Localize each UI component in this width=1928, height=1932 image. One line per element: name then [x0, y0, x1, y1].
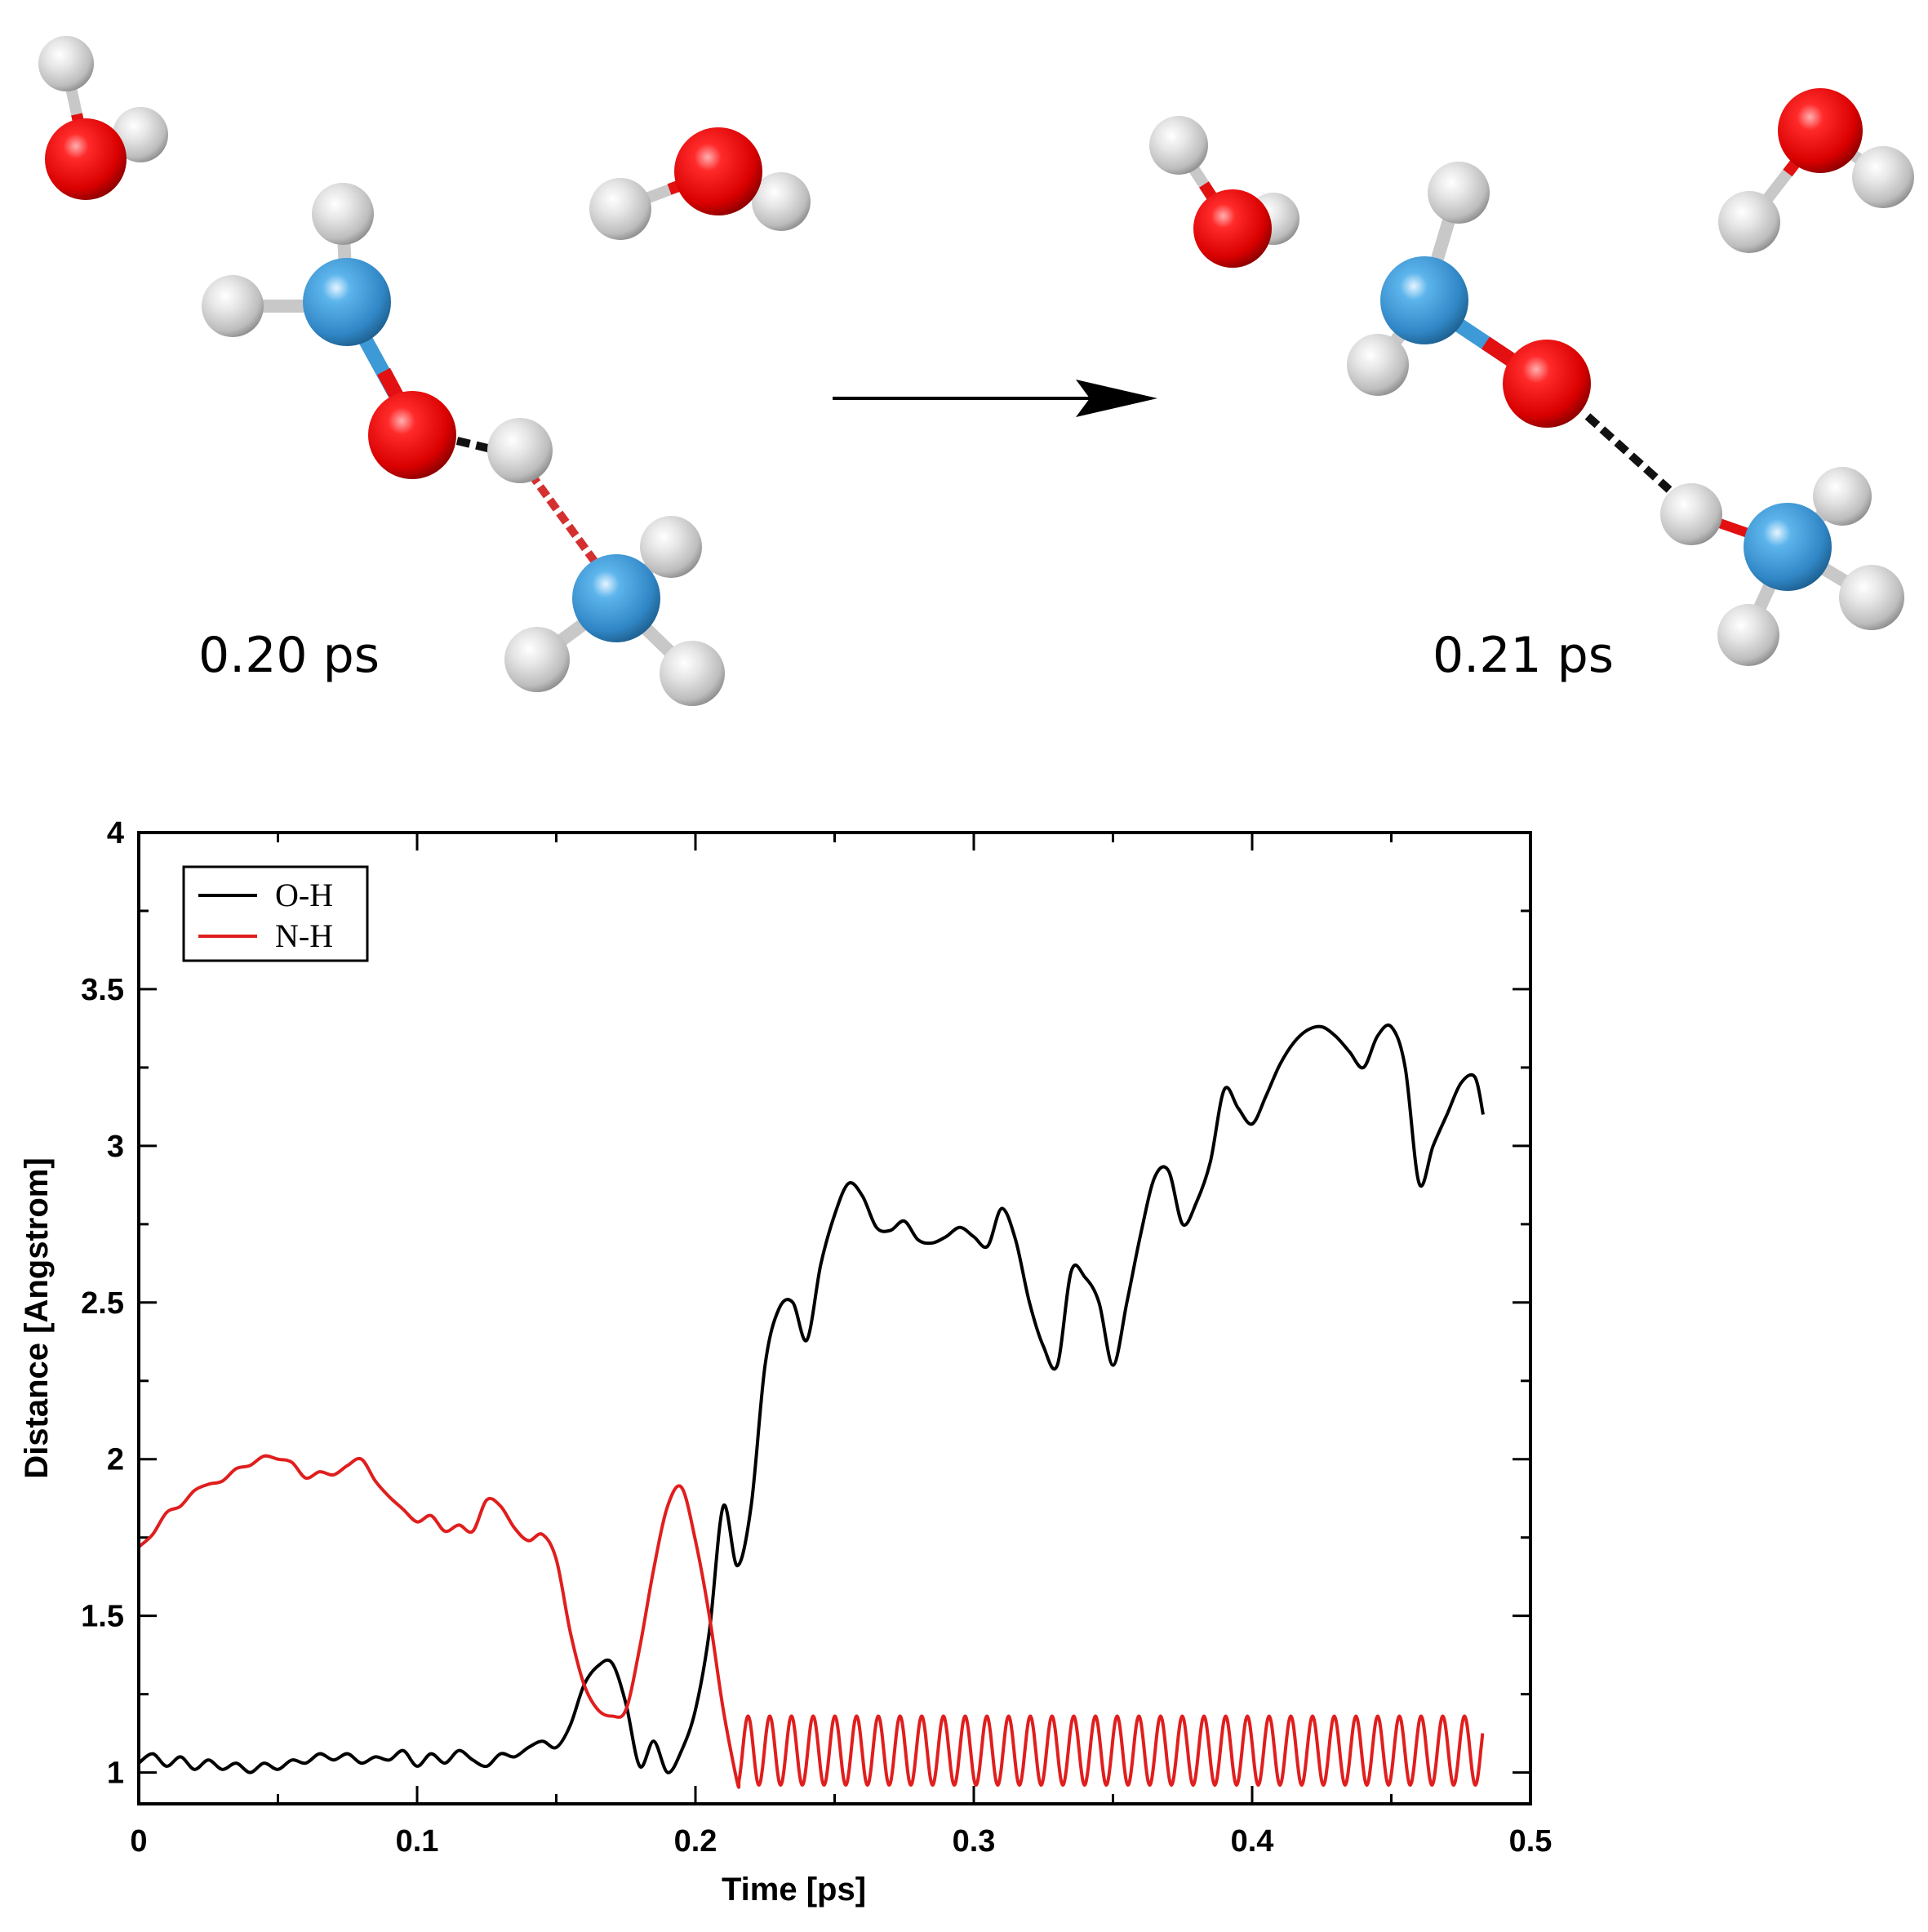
oxygen-atom: [368, 391, 456, 479]
hydrogen-atom: [752, 172, 811, 231]
nitrogen-atom: [1744, 503, 1832, 591]
x-tick-label: 0.3: [953, 1824, 996, 1859]
x-tick-label: 0.1: [396, 1824, 439, 1859]
series-line-o-h: [137, 1023, 1485, 1774]
transferring-hydrogen-atom: [487, 418, 553, 483]
hydrogen-atom: [1718, 191, 1780, 253]
hydrogen-atom: [660, 641, 725, 706]
snapshot-time-right: 0.21 ps: [1433, 627, 1615, 684]
hydrogen-atom: [1852, 146, 1914, 208]
y-axis-title: Distance [Angstrom]: [19, 1157, 55, 1478]
hydrogen-atom: [1839, 565, 1904, 630]
ammonia-molecule-left: [504, 516, 725, 706]
oxygen-atom: [1193, 189, 1272, 268]
nitrogen-atom: [303, 258, 391, 346]
water-molecule-right-1: [1149, 116, 1299, 268]
hydrogen-atom: [1717, 604, 1779, 666]
nitrogen-atom: [572, 554, 660, 642]
hydrogen-atom: [38, 36, 94, 91]
ammonium-molecule-right: [1660, 467, 1904, 666]
hydrogen-atom: [312, 183, 374, 245]
y-tick-label: 4: [107, 816, 124, 851]
hydrogen-bond-nh: [526, 471, 600, 566]
hydrogen-atom: [1149, 116, 1208, 175]
oxygen-atom: [45, 118, 127, 200]
legend-box: [182, 865, 369, 962]
nitrogen-atom: [1380, 256, 1468, 344]
oxygen-atom: [1778, 88, 1863, 173]
hydrogen-bond-oh: [1584, 413, 1673, 493]
hydrogen-bond-oh: [455, 437, 500, 455]
nh2o-molecule-left: [202, 183, 456, 479]
plot-frame: [137, 831, 1532, 1805]
hydrogen-atom: [504, 627, 570, 692]
hydrogen-atom: [1813, 467, 1872, 526]
water-molecule-top-center: [589, 127, 811, 240]
x-axis-title: Time [ps]: [722, 1872, 866, 1908]
hydrogen-atom: [640, 516, 702, 578]
water-molecule-top-left: [38, 36, 168, 200]
hydrogen-atom: [1428, 162, 1490, 224]
distance-chart: 0 0.1 0.2 0.3 0.4 0.5 1 1.5 2 2.5 3 3.5 4 Time [ps] Di…: [0, 784, 1928, 1928]
x-tick-label: 0.5: [1509, 1824, 1553, 1859]
y-tick-label: 2.5: [81, 1286, 124, 1321]
snapshot-svg: [38, 36, 1914, 706]
hydrogen-atom: [1347, 334, 1409, 396]
x-tick-label: 0.4: [1231, 1824, 1274, 1859]
snapshot-time-left: 0.20 ps: [198, 627, 380, 684]
x-tick-label: 0: [130, 1824, 147, 1859]
legend-label: O-H: [275, 877, 333, 913]
y-tick-label: 3.5: [81, 973, 124, 1007]
water-molecule-right-2: [1718, 88, 1914, 253]
y-tick-label: 1.5: [81, 1600, 124, 1634]
oxygen-atom: [674, 127, 762, 215]
chart-svg: 0 0.1 0.2 0.3 0.4 0.5 1 1.5 2 2.5 3 3.5 4 Time [ps] Di…: [19, 816, 1553, 1908]
hydrogen-atom: [113, 107, 168, 162]
series-line-n-h: [137, 1454, 1485, 1789]
hydrogen-atom: [589, 178, 651, 240]
x-tick-label: 0.2: [674, 1824, 717, 1859]
y-tick-label: 3: [107, 1130, 124, 1164]
oxygen-atom: [1503, 340, 1591, 428]
legend-label: N-H: [275, 917, 333, 954]
y-tick-label: 2: [107, 1443, 124, 1477]
hydrogen-atom: [1660, 483, 1722, 545]
y-tick-label: 1: [107, 1757, 124, 1791]
molecular-snapshots: 0.20 ps 0.21 ps: [0, 0, 1928, 735]
hydrogen-atom: [202, 275, 264, 337]
reaction-arrow: [833, 380, 1157, 417]
nh2o-molecule-right: [1347, 162, 1591, 428]
